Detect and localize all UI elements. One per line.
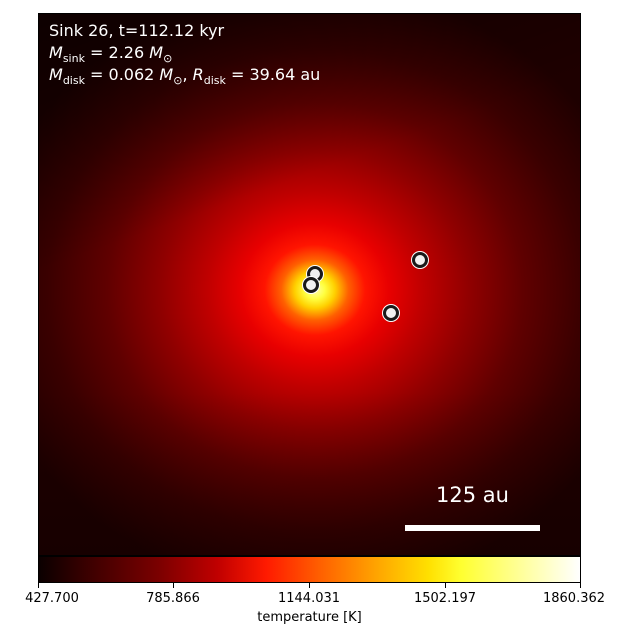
colorbar-tick [309,583,310,588]
colorbar-tick [173,583,174,588]
colorbar-tick [38,583,39,588]
sink-particle [412,252,428,268]
colorbar-tick [445,583,446,588]
sink-mass: Msink = 2.26 M⊙ [49,43,173,66]
colorbar [38,556,581,583]
sink-particle [303,277,319,293]
scalebar [405,525,540,531]
scalebar-label: 125 au [436,483,509,507]
colorbar-tick-label: 1144.031 [277,591,341,606]
disk-mass-radius: Mdisk = 0.062 M⊙, Rdisk = 39.64 au [49,65,321,88]
temperature-map [38,13,581,556]
colorbar-tick-label: 427.700 [25,591,79,606]
colorbar-label: temperature [K] [257,610,362,625]
colorbar-tick [580,583,581,588]
sink-id-time: Sink 26, t=112.12 kyr [49,21,225,40]
sink-particle [383,305,399,321]
colorbar-tick-label: 1860.362 [542,591,606,606]
colorbar-tick-label: 785.866 [146,591,200,606]
colorbar-tick-label: 1502.197 [413,591,477,606]
